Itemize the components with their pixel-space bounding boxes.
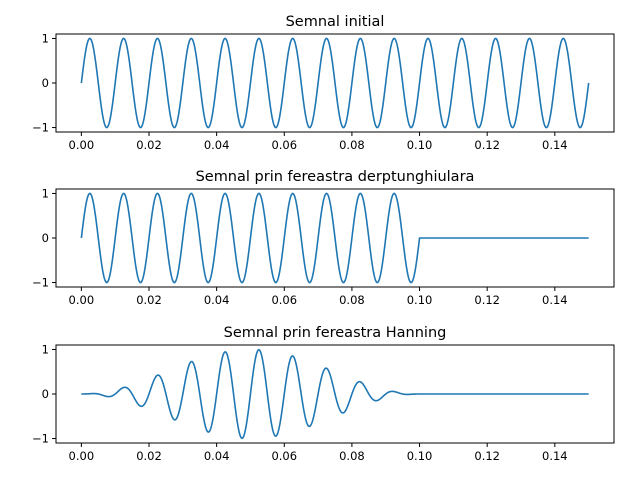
- x-tick-label: 0.12: [474, 293, 500, 307]
- y-tick-label: −1: [32, 432, 49, 446]
- y-tick-label: 0: [42, 231, 49, 245]
- y-tick-label: 1: [42, 342, 49, 356]
- subplot-1-title: Semnal initial: [286, 14, 385, 30]
- y-tick-label: 1: [42, 186, 49, 200]
- subplot-3-series-line: [80, 348, 590, 440]
- x-tick-label: 0.04: [204, 293, 230, 307]
- x-tick-label: 0.12: [474, 449, 500, 463]
- x-tick-label: 0.08: [339, 449, 365, 463]
- x-tick-label: 0.02: [136, 138, 162, 152]
- subplot-3-title: Semnal prin fereastra Hanning: [224, 325, 447, 341]
- x-tick-label: 0.04: [204, 138, 230, 152]
- subplot-2-series-line: [80, 192, 590, 284]
- x-tick-label: 0.06: [271, 293, 297, 307]
- subplot-3: Semnal prin fereastra Hanning 0.00 0.02 0.…: [32, 325, 615, 463]
- x-tick-label: 0.14: [542, 449, 568, 463]
- x-tick-label: 0.00: [69, 293, 95, 307]
- x-tick-label: 0.14: [542, 293, 568, 307]
- y-tick-label: −1: [32, 121, 49, 135]
- x-tick-label: 0.00: [69, 449, 95, 463]
- subplot-2: Semnal prin fereastra derptunghiulara 0.…: [32, 169, 615, 307]
- x-tick-label: 0.14: [542, 138, 568, 152]
- y-tick-label: 1: [42, 31, 49, 45]
- x-tick-label: 0.12: [474, 138, 500, 152]
- y-tick-label: 0: [42, 387, 49, 401]
- y-tick-label: 0: [42, 76, 49, 90]
- subplot-2-axes-layer: 0.00 0.02 0.04 0.06 0.08 0.10 0.12 0.14 1 0 −1: [32, 186, 615, 307]
- x-tick-label: 0.00: [69, 138, 95, 152]
- x-tick-label: 0.08: [339, 138, 365, 152]
- x-tick-label: 0.06: [271, 449, 297, 463]
- subplot-2-line-layer: [80, 192, 590, 284]
- x-tick-label: 0.02: [136, 449, 162, 463]
- x-tick-label: 0.10: [407, 138, 433, 152]
- x-tick-label: 0.08: [339, 293, 365, 307]
- subplot-1-line-layer: [80, 37, 590, 129]
- x-tick-label: 0.06: [271, 138, 297, 152]
- subplot-3-axes-layer: 0.00 0.02 0.04 0.06 0.08 0.10 0.12 0.14 1 0 −1: [32, 342, 615, 463]
- subplot-2-title: Semnal prin fereastra derptunghiulara: [196, 169, 475, 185]
- x-tick-label: 0.02: [136, 293, 162, 307]
- x-tick-label: 0.10: [407, 293, 433, 307]
- subplot-1: Semnal initial 0.00 0.02 0.04 0.06 0.08 0.10 0…: [32, 14, 615, 152]
- subplot-3-line-layer: [80, 348, 590, 440]
- subplot-1-series-line: [80, 37, 590, 129]
- y-tick-label: −1: [32, 276, 49, 290]
- x-tick-label: 0.10: [407, 449, 433, 463]
- subplot-1-axes-layer: 0.00 0.02 0.04 0.06 0.08 0.10 0.12 0.14 1 0 −1: [32, 31, 615, 152]
- x-tick-label: 0.04: [204, 449, 230, 463]
